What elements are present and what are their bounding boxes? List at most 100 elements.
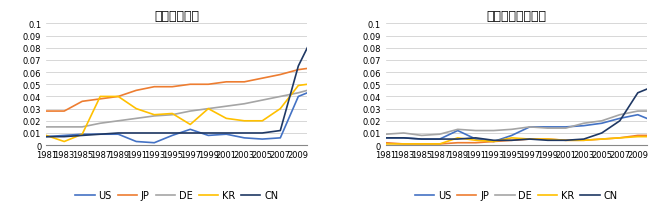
CN [277, 130, 284, 132]
CN [168, 132, 176, 135]
KR [490, 141, 498, 143]
KR [205, 108, 213, 110]
Line: KR: KR [385, 137, 647, 144]
JP [132, 90, 140, 92]
JP [579, 139, 587, 142]
CN [472, 137, 480, 139]
US [418, 138, 426, 141]
CN [60, 136, 68, 138]
US [526, 126, 534, 128]
KR [472, 139, 480, 142]
Line: US: US [385, 115, 647, 142]
US [96, 133, 104, 136]
JP [79, 101, 86, 103]
JP [643, 135, 651, 137]
CN [490, 139, 498, 142]
CN [562, 139, 570, 142]
KR [186, 124, 194, 126]
US [42, 136, 50, 138]
KR [616, 137, 624, 139]
US [114, 133, 122, 136]
DE [60, 126, 68, 128]
JP [150, 86, 158, 88]
KR [42, 135, 50, 137]
DE [277, 96, 284, 98]
DE [544, 127, 552, 130]
JP [490, 141, 498, 143]
JP [400, 143, 408, 145]
CN [258, 132, 266, 135]
DE [96, 122, 104, 125]
CN [643, 88, 651, 91]
KR [96, 96, 104, 98]
CN [186, 132, 194, 135]
DE [400, 132, 408, 135]
US [562, 126, 570, 128]
JP [304, 68, 312, 70]
DE [436, 133, 444, 136]
KR [79, 133, 86, 136]
Title: 共同研究比率: 共同研究比率 [154, 10, 199, 23]
US [400, 137, 408, 139]
DE [598, 120, 606, 122]
JP [294, 69, 302, 72]
CN [418, 138, 426, 141]
DE [150, 115, 158, 118]
CN [579, 138, 587, 141]
US [598, 122, 606, 125]
JP [544, 138, 552, 141]
KR [60, 141, 68, 143]
US [240, 137, 248, 139]
JP [562, 139, 570, 142]
Line: CN: CN [46, 48, 308, 137]
KR [544, 138, 552, 141]
KR [168, 113, 176, 115]
CN [240, 132, 248, 135]
DE [643, 110, 651, 113]
CN [132, 132, 140, 135]
US [132, 141, 140, 143]
Line: KR: KR [46, 85, 308, 142]
JP [205, 84, 213, 86]
CN [150, 132, 158, 135]
KR [643, 136, 651, 138]
JP [96, 98, 104, 101]
JP [42, 110, 50, 113]
US [472, 138, 480, 141]
DE [42, 126, 50, 128]
JP [222, 81, 230, 84]
CN [42, 136, 50, 138]
US [168, 135, 176, 137]
US [150, 142, 158, 144]
KR [598, 138, 606, 141]
JP [186, 84, 194, 86]
KR [526, 138, 534, 141]
Title: 国際共同研究比率: 国際共同研究比率 [486, 10, 546, 23]
JP [418, 143, 426, 145]
CN [508, 139, 515, 142]
US [258, 138, 266, 141]
DE [240, 103, 248, 105]
US [60, 135, 68, 137]
US [616, 118, 624, 120]
KR [294, 85, 302, 87]
CN [381, 137, 389, 139]
CN [294, 65, 302, 68]
DE [132, 118, 140, 120]
US [277, 137, 284, 139]
Line: JP: JP [46, 69, 308, 112]
KR [381, 143, 389, 145]
DE [258, 99, 266, 102]
DE [186, 110, 194, 113]
US [436, 138, 444, 141]
JP [240, 81, 248, 84]
US [579, 125, 587, 127]
KR [258, 120, 266, 122]
JP [616, 137, 624, 139]
Line: JP: JP [385, 136, 647, 144]
DE [294, 92, 302, 95]
US [186, 128, 194, 131]
KR [150, 114, 158, 116]
US [381, 137, 389, 139]
DE [304, 90, 312, 92]
